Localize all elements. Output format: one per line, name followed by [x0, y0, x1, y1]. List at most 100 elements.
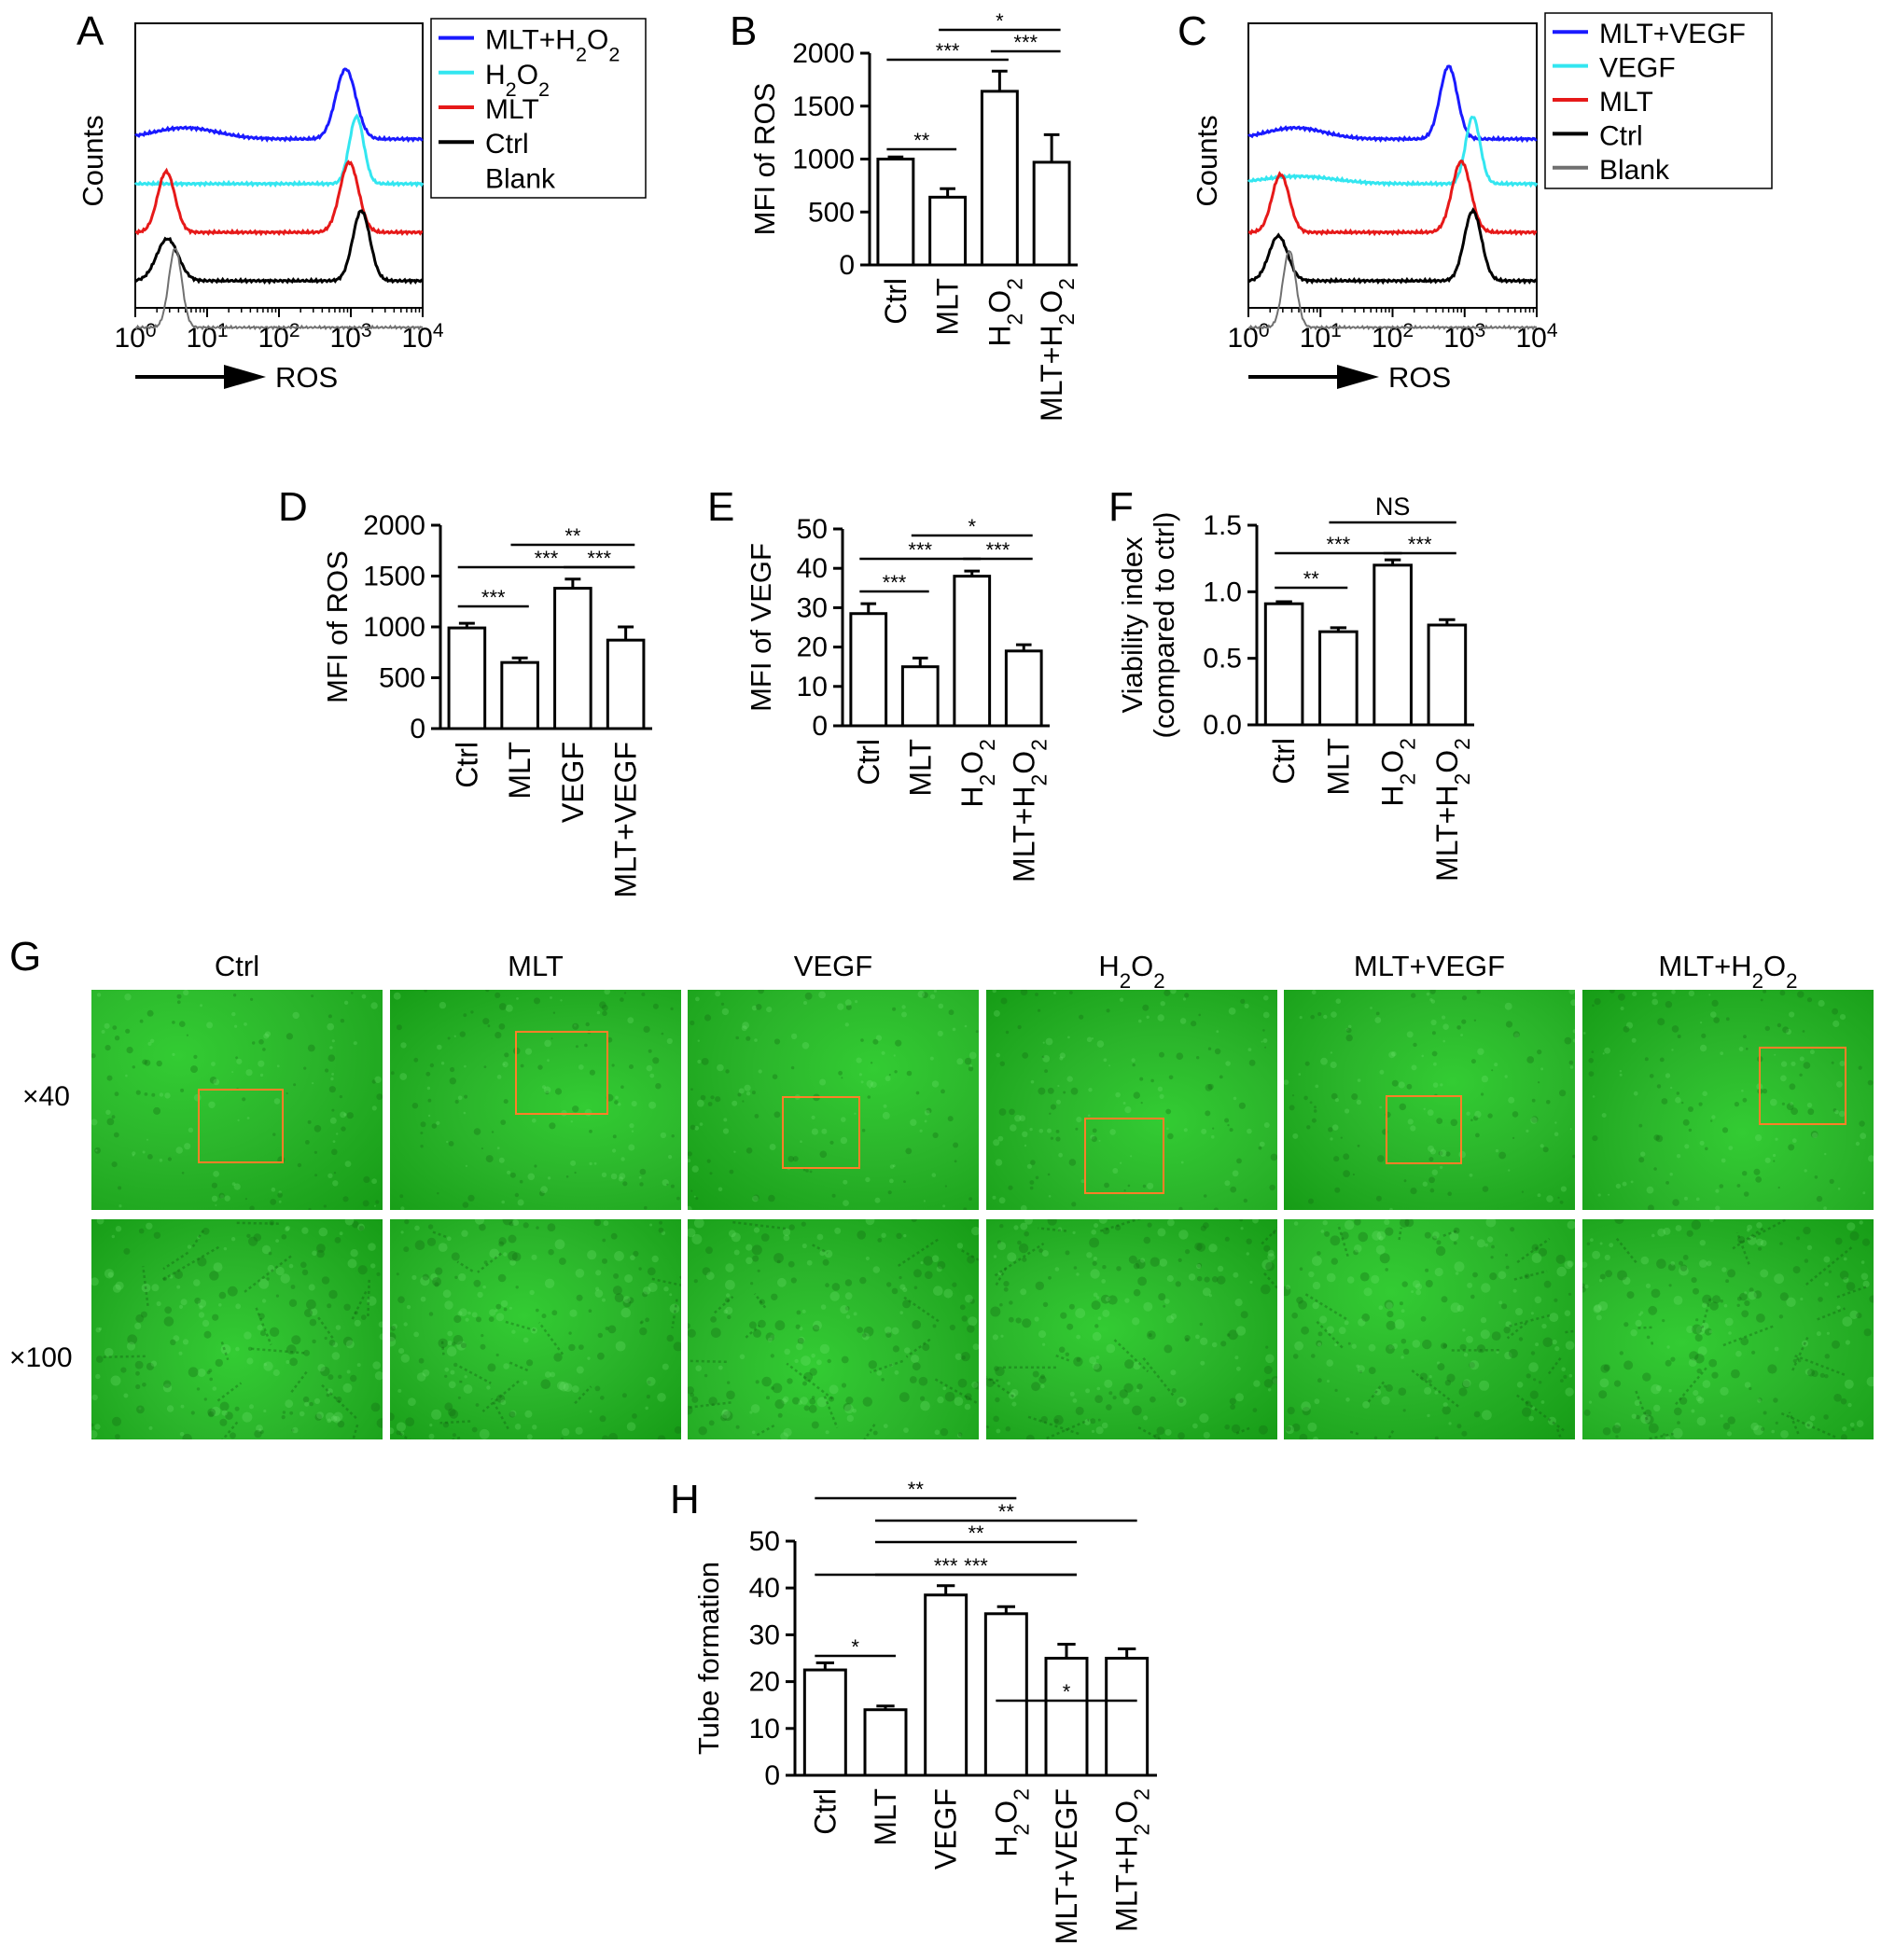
- tube-segment: [934, 1377, 978, 1404]
- cell-speck: [611, 1063, 615, 1067]
- cell-speck: [1458, 1387, 1468, 1397]
- cell-speck: [1515, 1308, 1523, 1315]
- cell-speck: [1849, 1230, 1860, 1241]
- cell-speck: [578, 1064, 584, 1070]
- cell-speck: [1080, 1179, 1085, 1184]
- cell-speck: [865, 1256, 870, 1261]
- cell-speck: [142, 1059, 147, 1065]
- cell-speck: [1357, 1078, 1361, 1082]
- cell-speck: [937, 1396, 944, 1404]
- cell-speck: [237, 1119, 240, 1121]
- y-tick-label: 0: [812, 711, 828, 742]
- cell-speck: [444, 1374, 448, 1378]
- cell-speck: [1693, 1390, 1699, 1397]
- cell-speck: [422, 1369, 430, 1377]
- cell-speck: [282, 1411, 286, 1414]
- cell-speck: [1058, 1346, 1066, 1354]
- cell-speck: [425, 1071, 431, 1077]
- cell-speck: [1866, 1376, 1874, 1387]
- cell-speck: [1430, 999, 1436, 1004]
- cell-speck: [860, 1038, 864, 1042]
- cell-speck: [843, 1200, 849, 1206]
- cell-speck: [1227, 1124, 1230, 1127]
- cell-speck: [1780, 1061, 1788, 1067]
- cell-speck: [376, 1418, 383, 1428]
- cell-speck: [1648, 1305, 1658, 1315]
- cell-speck: [816, 1233, 824, 1241]
- cell-speck: [343, 1113, 347, 1117]
- cell-speck: [132, 1151, 136, 1156]
- cell-speck: [1609, 990, 1615, 994]
- cell-speck: [1862, 1191, 1866, 1195]
- cell-speck: [594, 1289, 604, 1298]
- cell-speck: [1246, 1238, 1252, 1244]
- bar: [447, 626, 487, 730]
- cell-speck: [1512, 1288, 1517, 1293]
- y-tick-label: 10: [797, 672, 828, 702]
- cell-speck: [561, 1427, 570, 1437]
- tube-segment: [986, 1377, 999, 1383]
- cell-speck: [986, 1378, 995, 1387]
- cell-speck: [325, 1412, 335, 1422]
- cell-speck: [464, 1094, 468, 1099]
- tube-segment: [1442, 1230, 1458, 1237]
- cell-speck: [438, 1243, 448, 1252]
- zoom-region-box: [1759, 1047, 1846, 1125]
- cell-speck: [574, 1023, 577, 1027]
- cell-speck: [1525, 1400, 1531, 1407]
- cell-speck: [1836, 1081, 1843, 1088]
- cell-speck: [1800, 1297, 1804, 1301]
- cell-speck: [465, 1317, 469, 1322]
- cell-speck: [1593, 1305, 1601, 1314]
- cell-speck: [861, 1128, 866, 1133]
- cell-speck: [1605, 1270, 1612, 1278]
- cell-speck: [327, 1374, 334, 1381]
- cell-speck: [332, 1180, 339, 1187]
- y-tick-label: 0.5: [1203, 644, 1242, 674]
- cell-speck: [722, 1128, 730, 1134]
- cell-speck: [142, 1383, 146, 1387]
- cell-speck: [1531, 1244, 1540, 1252]
- cell-speck: [362, 1200, 369, 1207]
- cell-speck: [1584, 1284, 1589, 1289]
- tube-segment: [315, 1314, 334, 1340]
- cell-speck: [1088, 1088, 1093, 1092]
- cell-speck: [1749, 1287, 1754, 1293]
- significance-label: **: [908, 1478, 925, 1501]
- cell-speck: [1786, 1297, 1796, 1307]
- cell-speck: [286, 1091, 288, 1095]
- cell-speck: [1789, 1083, 1796, 1091]
- cell-speck: [1799, 1073, 1803, 1077]
- cell-speck: [1330, 1235, 1341, 1246]
- cell-speck: [925, 1271, 933, 1279]
- cell-speck: [1780, 1430, 1789, 1439]
- cell-speck: [476, 1316, 481, 1323]
- cell-speck: [1818, 1297, 1823, 1302]
- y-tick-label: 1000: [792, 145, 855, 175]
- tube-segment: [1515, 1394, 1565, 1432]
- cell-speck: [1823, 1414, 1829, 1420]
- cell-speck: [1042, 1041, 1045, 1044]
- cell-speck: [1564, 1310, 1571, 1316]
- cell-speck: [1047, 1173, 1051, 1176]
- cell-speck: [1651, 992, 1657, 997]
- cell-speck: [1018, 1243, 1029, 1254]
- cell-speck: [690, 1124, 696, 1131]
- cell-speck: [495, 1032, 502, 1039]
- cell-speck: [718, 1187, 723, 1192]
- cell-speck: [628, 1144, 635, 1151]
- cell-speck: [595, 1270, 602, 1276]
- cell-speck: [1699, 1240, 1706, 1246]
- cell-speck: [992, 1334, 998, 1341]
- cell-speck: [1150, 1396, 1156, 1403]
- cell-speck: [1742, 1097, 1748, 1103]
- cell-speck: [1005, 1425, 1011, 1432]
- micrograph-x40: [91, 990, 383, 1210]
- tube-segment: [1649, 1432, 1674, 1439]
- cell-speck: [1782, 1026, 1790, 1034]
- cell-speck: [638, 1267, 642, 1271]
- cell-speck: [615, 1341, 626, 1352]
- significance-label: ***: [936, 39, 960, 63]
- cell-speck: [1428, 1176, 1435, 1184]
- cell-speck: [258, 1428, 262, 1432]
